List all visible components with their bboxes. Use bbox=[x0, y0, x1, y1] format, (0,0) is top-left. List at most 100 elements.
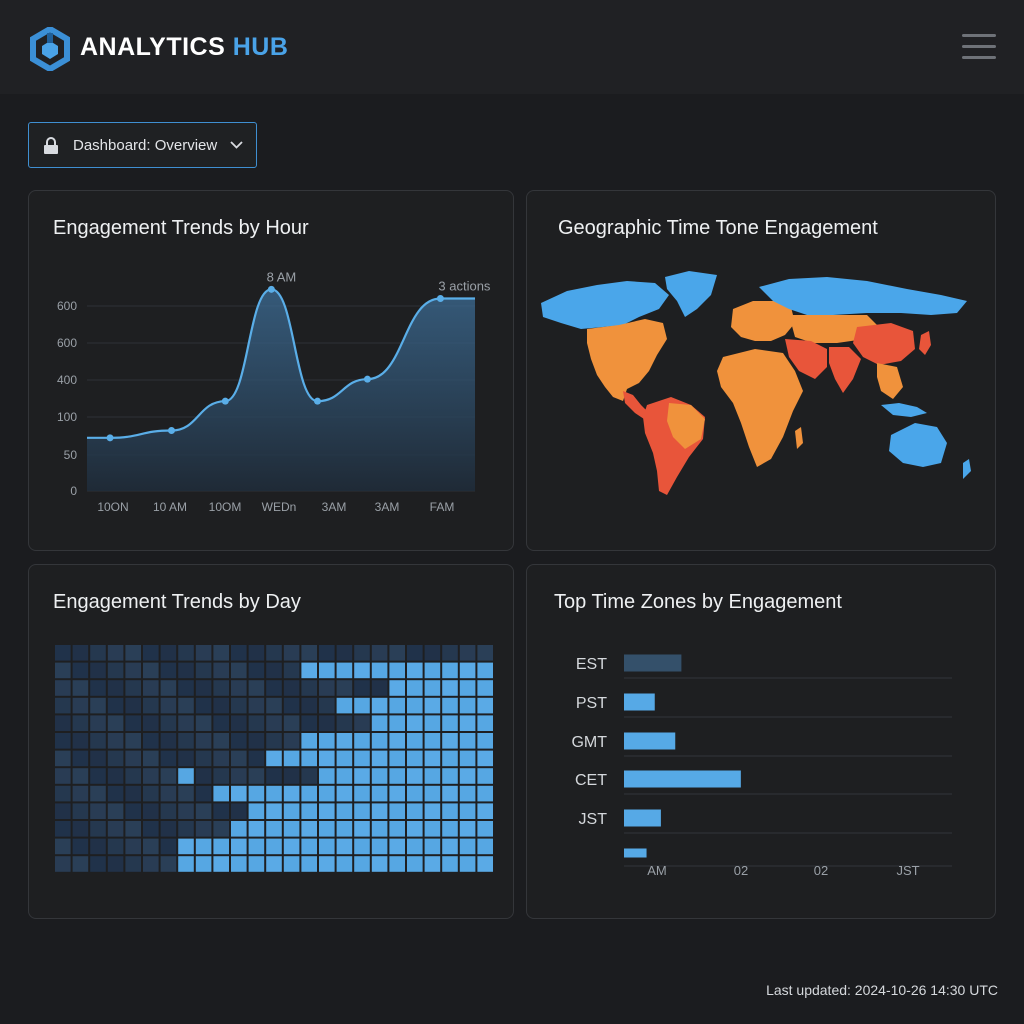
heatmap-cell[interactable] bbox=[178, 697, 194, 714]
heatmap-cell[interactable] bbox=[248, 768, 265, 784]
heatmap-cell[interactable] bbox=[319, 856, 335, 872]
heatmap-cell[interactable] bbox=[459, 697, 476, 714]
heatmap-cell[interactable] bbox=[125, 768, 141, 784]
heatmap-cell[interactable] bbox=[178, 645, 194, 661]
heatmap-cell[interactable] bbox=[266, 803, 282, 819]
heatmap-cell[interactable] bbox=[143, 821, 159, 837]
heatmap-cell[interactable] bbox=[371, 838, 388, 855]
heatmap-cell[interactable] bbox=[266, 768, 282, 784]
heatmap-cell[interactable] bbox=[442, 768, 458, 784]
heatmap-cell[interactable] bbox=[248, 680, 265, 696]
heatmap-cell[interactable] bbox=[283, 838, 300, 855]
heatmap-cell[interactable] bbox=[266, 856, 282, 872]
data-point[interactable] bbox=[436, 295, 444, 302]
heatmap-cell[interactable] bbox=[72, 838, 89, 855]
heatmap-cell[interactable] bbox=[195, 785, 212, 802]
heatmap-cell[interactable] bbox=[143, 715, 159, 731]
heatmap-cell[interactable] bbox=[371, 662, 388, 679]
heatmap-cell[interactable] bbox=[90, 838, 106, 855]
heatmap-cell[interactable] bbox=[371, 768, 388, 784]
heatmap-cell[interactable] bbox=[266, 715, 282, 731]
heatmap-cell[interactable] bbox=[195, 838, 212, 855]
heatmap-cell[interactable] bbox=[459, 662, 476, 679]
heatmap-cell[interactable] bbox=[90, 768, 106, 784]
heatmap-cell[interactable] bbox=[231, 803, 247, 819]
heatmap-cell[interactable] bbox=[371, 645, 388, 661]
heatmap-cell[interactable] bbox=[442, 750, 458, 767]
heatmap-cell[interactable] bbox=[160, 856, 177, 872]
heatmap-cell[interactable] bbox=[195, 803, 212, 819]
heatmap-cell[interactable] bbox=[55, 785, 71, 802]
heatmap-cell[interactable] bbox=[371, 803, 388, 819]
heatmap-cell[interactable] bbox=[248, 838, 265, 855]
data-point[interactable] bbox=[168, 427, 176, 434]
heatmap-cell[interactable] bbox=[407, 803, 423, 819]
timezone-bar[interactable] bbox=[624, 732, 676, 750]
heatmap-cell[interactable] bbox=[319, 733, 335, 749]
heatmap-cell[interactable] bbox=[160, 785, 177, 802]
heatmap-cell[interactable] bbox=[213, 803, 229, 819]
heatmap-cell[interactable] bbox=[266, 838, 282, 855]
heatmap-cell[interactable] bbox=[55, 856, 71, 872]
heatmap-cell[interactable] bbox=[266, 697, 282, 714]
heatmap-cell[interactable] bbox=[178, 750, 194, 767]
heatmap-cell[interactable] bbox=[477, 680, 493, 696]
heatmap-cell[interactable] bbox=[72, 715, 89, 731]
heatmap-cell[interactable] bbox=[266, 662, 282, 679]
heatmap-cell[interactable] bbox=[248, 697, 265, 714]
heatmap-cell[interactable] bbox=[107, 750, 124, 767]
heatmap-cell[interactable] bbox=[55, 768, 71, 784]
heatmap-cell[interactable] bbox=[160, 750, 177, 767]
heatmap-cell[interactable] bbox=[283, 697, 300, 714]
heatmap-cell[interactable] bbox=[248, 645, 265, 661]
dashboard-select[interactable]: Dashboard: Overview bbox=[28, 122, 257, 168]
heatmap-cell[interactable] bbox=[90, 645, 106, 661]
heatmap-cell[interactable] bbox=[231, 680, 247, 696]
heatmap-cell[interactable] bbox=[407, 856, 423, 872]
heatmap-cell[interactable] bbox=[442, 856, 458, 872]
heatmap-cell[interactable] bbox=[107, 803, 124, 819]
heatmap-cell[interactable] bbox=[266, 785, 282, 802]
heatmap-cell[interactable] bbox=[301, 838, 317, 855]
heatmap-cell[interactable] bbox=[354, 838, 370, 855]
heatmap-cell[interactable] bbox=[442, 715, 458, 731]
heatmap-cell[interactable] bbox=[442, 662, 458, 679]
heatmap-cell[interactable] bbox=[90, 750, 106, 767]
heatmap-cell[interactable] bbox=[301, 733, 317, 749]
heatmap-cell[interactable] bbox=[477, 715, 493, 731]
heatmap-cell[interactable] bbox=[459, 733, 476, 749]
heatmap-cell[interactable] bbox=[213, 680, 229, 696]
heatmap-cell[interactable] bbox=[424, 838, 441, 855]
heatmap-cell[interactable] bbox=[336, 645, 353, 661]
heatmap-cell[interactable] bbox=[107, 680, 124, 696]
data-point[interactable] bbox=[106, 434, 114, 442]
heatmap-cell[interactable] bbox=[407, 680, 423, 696]
heatmap-cell[interactable] bbox=[424, 821, 441, 837]
heatmap-cell[interactable] bbox=[283, 785, 300, 802]
heatmap-cell[interactable] bbox=[319, 821, 335, 837]
heatmap-cell[interactable] bbox=[55, 750, 71, 767]
heatmap-cell[interactable] bbox=[407, 697, 423, 714]
heatmap-cell[interactable] bbox=[90, 680, 106, 696]
heatmap-cell[interactable] bbox=[336, 662, 353, 679]
heatmap-cell[interactable] bbox=[195, 750, 212, 767]
heatmap-cell[interactable] bbox=[389, 715, 405, 731]
heatmap-cell[interactable] bbox=[371, 856, 388, 872]
heatmap-cell[interactable] bbox=[107, 697, 124, 714]
heatmap-cell[interactable] bbox=[231, 821, 247, 837]
heatmap-cell[interactable] bbox=[459, 750, 476, 767]
timezone-bar[interactable] bbox=[624, 809, 661, 827]
heatmap-cell[interactable] bbox=[319, 697, 335, 714]
heatmap-cell[interactable] bbox=[143, 697, 159, 714]
heatmap-cell[interactable] bbox=[125, 856, 141, 872]
heatmap-cell[interactable] bbox=[424, 785, 441, 802]
heatmap-cell[interactable] bbox=[125, 680, 141, 696]
heatmap-cell[interactable] bbox=[319, 662, 335, 679]
heatmap-cell[interactable] bbox=[442, 821, 458, 837]
heatmap-cell[interactable] bbox=[371, 733, 388, 749]
heatmap-cell[interactable] bbox=[389, 750, 405, 767]
heatmap-cell[interactable] bbox=[354, 856, 370, 872]
heatmap-cell[interactable] bbox=[231, 662, 247, 679]
heatmap-cell[interactable] bbox=[283, 680, 300, 696]
heatmap-cell[interactable] bbox=[354, 697, 370, 714]
